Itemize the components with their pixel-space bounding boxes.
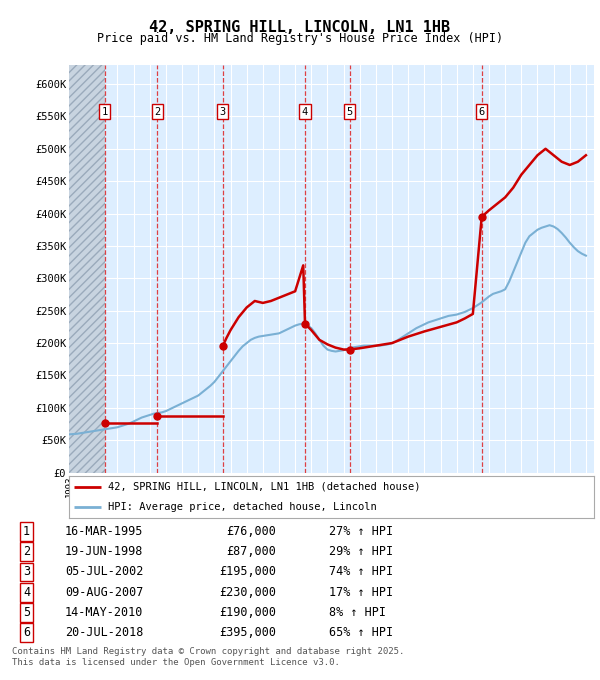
- Text: Contains HM Land Registry data © Crown copyright and database right 2025.
This d: Contains HM Land Registry data © Crown c…: [12, 647, 404, 667]
- Text: 14-MAY-2010: 14-MAY-2010: [65, 606, 143, 619]
- Text: £190,000: £190,000: [220, 606, 277, 619]
- Text: 27% ↑ HPI: 27% ↑ HPI: [329, 525, 394, 538]
- Text: Price paid vs. HM Land Registry's House Price Index (HPI): Price paid vs. HM Land Registry's House …: [97, 32, 503, 45]
- Text: 16-MAR-1995: 16-MAR-1995: [65, 525, 143, 538]
- Text: 4: 4: [23, 585, 30, 598]
- Text: 42, SPRING HILL, LINCOLN, LN1 1HB (detached house): 42, SPRING HILL, LINCOLN, LN1 1HB (detac…: [109, 482, 421, 492]
- Text: 2: 2: [23, 545, 30, 558]
- Text: 19-JUN-1998: 19-JUN-1998: [65, 545, 143, 558]
- Text: 17% ↑ HPI: 17% ↑ HPI: [329, 585, 394, 598]
- Text: 6: 6: [23, 626, 30, 639]
- Text: 1: 1: [23, 525, 30, 538]
- Text: 74% ↑ HPI: 74% ↑ HPI: [329, 566, 394, 579]
- Text: 42, SPRING HILL, LINCOLN, LN1 1HB: 42, SPRING HILL, LINCOLN, LN1 1HB: [149, 20, 451, 35]
- Text: 6: 6: [479, 107, 485, 116]
- Text: 8% ↑ HPI: 8% ↑ HPI: [329, 606, 386, 619]
- Text: £87,000: £87,000: [227, 545, 277, 558]
- Text: 3: 3: [220, 107, 226, 116]
- Text: 2: 2: [154, 107, 160, 116]
- Text: 20-JUL-2018: 20-JUL-2018: [65, 626, 143, 639]
- Text: HPI: Average price, detached house, Lincoln: HPI: Average price, detached house, Linc…: [109, 503, 377, 512]
- Text: 1: 1: [101, 107, 108, 116]
- Text: 65% ↑ HPI: 65% ↑ HPI: [329, 626, 394, 639]
- Text: £76,000: £76,000: [227, 525, 277, 538]
- Text: 05-JUL-2002: 05-JUL-2002: [65, 566, 143, 579]
- Text: 5: 5: [346, 107, 353, 116]
- Text: £230,000: £230,000: [220, 585, 277, 598]
- Text: 5: 5: [23, 606, 30, 619]
- Text: 4: 4: [302, 107, 308, 116]
- Text: 09-AUG-2007: 09-AUG-2007: [65, 585, 143, 598]
- Text: 3: 3: [23, 566, 30, 579]
- Text: £195,000: £195,000: [220, 566, 277, 579]
- Bar: [69, 65, 104, 473]
- Text: £395,000: £395,000: [220, 626, 277, 639]
- Text: 29% ↑ HPI: 29% ↑ HPI: [329, 545, 394, 558]
